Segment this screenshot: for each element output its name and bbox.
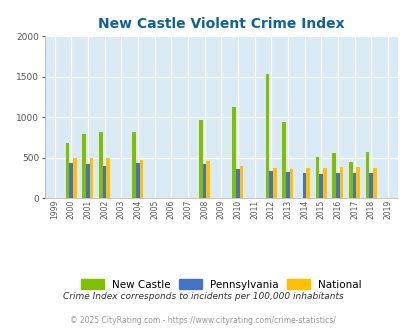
Bar: [132, 132, 136, 198]
Bar: [369, 173, 372, 198]
Text: © 2025 CityRating.com - https://www.cityrating.com/crime-statistics/: © 2025 CityRating.com - https://www.city…: [70, 316, 335, 325]
Legend: New Castle, Pennsylvania, National: New Castle, Pennsylvania, National: [81, 279, 361, 290]
Bar: [86, 164, 90, 198]
Bar: [332, 153, 335, 198]
Bar: [232, 107, 236, 198]
Bar: [352, 173, 356, 198]
Text: Crime Index corresponds to incidents per 100,000 inhabitants: Crime Index corresponds to incidents per…: [62, 292, 343, 301]
Title: New Castle Violent Crime Index: New Castle Violent Crime Index: [98, 17, 344, 31]
Bar: [106, 158, 110, 198]
Bar: [265, 74, 269, 198]
Bar: [136, 163, 139, 198]
Bar: [69, 163, 73, 198]
Bar: [282, 122, 286, 198]
Bar: [356, 167, 359, 198]
Bar: [286, 172, 289, 198]
Bar: [269, 171, 273, 198]
Bar: [319, 174, 322, 198]
Bar: [339, 167, 343, 198]
Bar: [139, 160, 143, 198]
Bar: [239, 166, 243, 198]
Bar: [66, 143, 69, 198]
Bar: [322, 168, 326, 198]
Bar: [73, 157, 77, 198]
Bar: [102, 166, 106, 198]
Bar: [348, 162, 352, 198]
Bar: [90, 157, 93, 198]
Bar: [99, 132, 102, 198]
Bar: [302, 173, 306, 198]
Bar: [315, 157, 319, 198]
Bar: [206, 161, 210, 198]
Bar: [372, 168, 376, 198]
Bar: [82, 134, 86, 198]
Bar: [236, 169, 239, 198]
Bar: [335, 173, 339, 198]
Bar: [365, 152, 369, 198]
Bar: [202, 164, 206, 198]
Bar: [289, 169, 293, 198]
Bar: [306, 169, 309, 198]
Bar: [198, 120, 202, 198]
Bar: [273, 168, 276, 198]
